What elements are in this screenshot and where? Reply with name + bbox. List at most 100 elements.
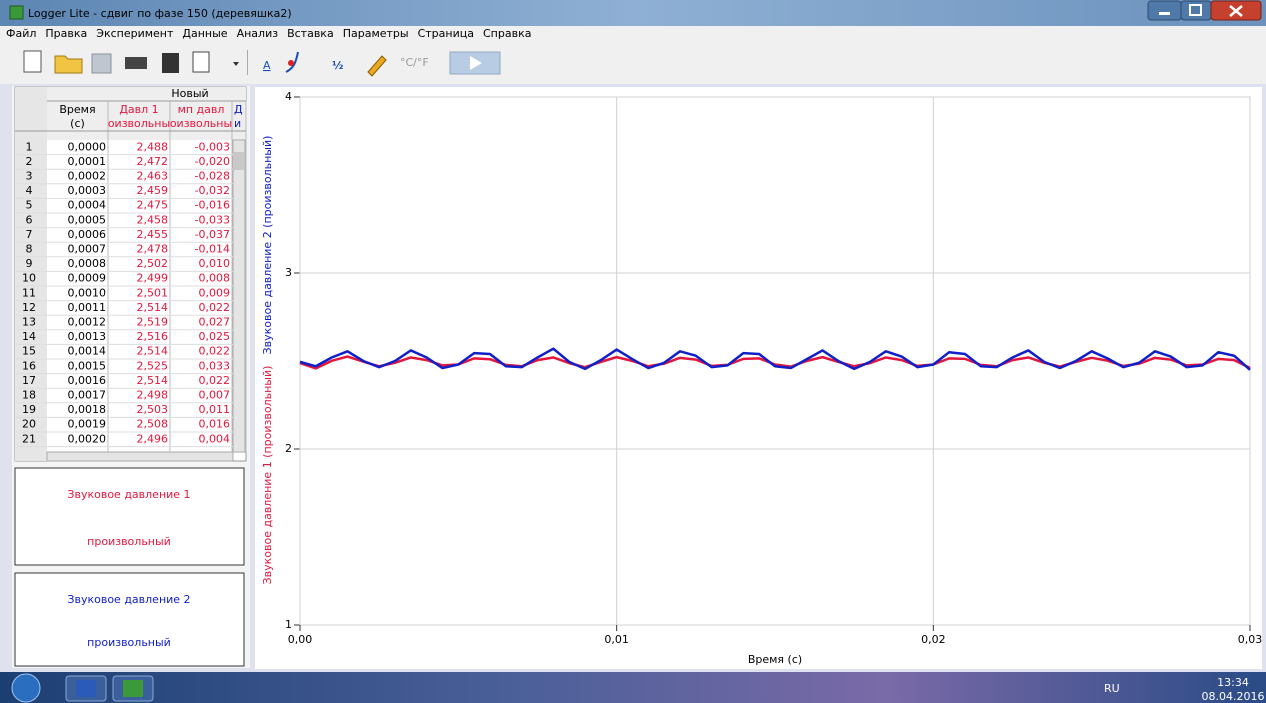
temp-icon[interactable]: °C/°F bbox=[400, 56, 429, 69]
x-tick-label: 0,00 bbox=[288, 633, 313, 646]
dropdown-icon[interactable] bbox=[233, 62, 239, 66]
half-icon[interactable]: ½ bbox=[332, 59, 343, 72]
table-cell: 0,022 bbox=[199, 374, 231, 387]
table-cell: 0,0003 bbox=[68, 184, 107, 197]
maximize-button[interactable] bbox=[1180, 0, 1212, 21]
pencil-icon[interactable] bbox=[367, 55, 387, 77]
table-cell: 2,514 bbox=[137, 301, 169, 314]
row-number: 18 bbox=[22, 389, 36, 402]
row-number: 19 bbox=[22, 403, 36, 416]
taskbar bbox=[0, 672, 1266, 703]
table-cell: 2,472 bbox=[137, 155, 169, 168]
menu-item[interactable]: Правка bbox=[45, 27, 87, 40]
export-icon[interactable] bbox=[162, 53, 179, 73]
table-cell: -0,003 bbox=[195, 140, 230, 153]
row-number: 9 bbox=[26, 257, 33, 270]
table-cell: -0,028 bbox=[195, 170, 230, 183]
row-number: 16 bbox=[22, 359, 36, 372]
y-axis-label: Звуковое давление 2 (произвольный) bbox=[261, 136, 274, 355]
menu-item[interactable]: Справка bbox=[483, 27, 531, 40]
scroll-thumb[interactable] bbox=[234, 152, 244, 170]
row-header-column bbox=[15, 87, 47, 461]
table-cell: 0,0007 bbox=[68, 243, 107, 256]
table-cell: 0,025 bbox=[199, 330, 231, 343]
table-cell: 2,503 bbox=[137, 403, 169, 416]
text-icon[interactable]: A bbox=[263, 59, 271, 72]
table-cell: 0,0020 bbox=[68, 432, 107, 445]
table-cell: 0,007 bbox=[199, 389, 231, 402]
table-cell: 0,011 bbox=[199, 403, 231, 416]
minimize-button[interactable] bbox=[1147, 0, 1182, 21]
column-header-top: Время bbox=[59, 103, 95, 116]
separator bbox=[247, 50, 248, 75]
page-icon[interactable] bbox=[192, 51, 210, 73]
horizontal-scrollbar[interactable] bbox=[46, 451, 234, 462]
vertical-scrollbar[interactable] bbox=[232, 139, 246, 453]
table-cell: 0,0004 bbox=[68, 199, 107, 212]
table-cell: 0,0010 bbox=[68, 286, 107, 299]
clock-date[interactable]: 08.04.2016 bbox=[1202, 690, 1265, 703]
table-cell: 2,514 bbox=[137, 374, 169, 387]
row-number: 14 bbox=[22, 330, 36, 343]
table-cell: 2,455 bbox=[137, 228, 169, 241]
start-button[interactable] bbox=[11, 673, 41, 703]
clock-time[interactable]: 13:34 bbox=[1217, 676, 1249, 689]
column-header-top: мп давл bbox=[178, 103, 225, 116]
table-cell: 0,0011 bbox=[68, 301, 107, 314]
menu-item[interactable]: Файл bbox=[6, 27, 36, 40]
table-cell: 2,519 bbox=[137, 316, 169, 329]
row-number: 1 bbox=[26, 140, 33, 153]
table-cell: 0,0009 bbox=[68, 272, 107, 285]
meter-unit: произвольный bbox=[87, 636, 171, 649]
table-cell: 2,488 bbox=[137, 140, 169, 153]
table-cell: -0,014 bbox=[195, 243, 230, 256]
word-icon bbox=[76, 680, 96, 697]
app-icon bbox=[9, 5, 24, 20]
menu-item[interactable]: Страница bbox=[418, 27, 474, 40]
language-indicator[interactable]: RU bbox=[1104, 682, 1120, 695]
toolbar bbox=[0, 42, 1266, 84]
menu-item[interactable]: Данные bbox=[182, 27, 227, 40]
print-icon[interactable] bbox=[125, 57, 147, 69]
save-icon[interactable] bbox=[91, 53, 112, 74]
menu-item[interactable]: Параметры bbox=[343, 27, 409, 40]
meter-1 bbox=[14, 467, 245, 566]
menu-item[interactable]: Эксперимент bbox=[96, 27, 174, 40]
table-cell: 2,501 bbox=[137, 286, 169, 299]
meter-2 bbox=[14, 572, 245, 667]
table-cell: 0,0001 bbox=[68, 155, 107, 168]
column-header-bottom: (с) bbox=[70, 117, 85, 130]
table-group-header: Новый bbox=[171, 87, 208, 100]
table-cell: 0,0016 bbox=[68, 374, 107, 387]
table-cell: 0,0013 bbox=[68, 330, 107, 343]
table-cell: 0,0006 bbox=[68, 228, 107, 241]
table-cell: 0,004 bbox=[199, 432, 231, 445]
column-header-bottom: оизвольны bbox=[108, 117, 170, 130]
open-icon[interactable] bbox=[54, 55, 83, 74]
y-tick-label: 1 bbox=[285, 618, 292, 631]
title-bar bbox=[0, 0, 1266, 26]
new-icon[interactable] bbox=[23, 50, 42, 73]
table-cell: 0,0019 bbox=[68, 418, 107, 431]
row-number: 2 bbox=[26, 155, 33, 168]
fit-icon[interactable] bbox=[285, 51, 299, 73]
table-cell: 0,0014 bbox=[68, 345, 107, 358]
minimize-icon bbox=[1159, 12, 1170, 15]
row-number: 10 bbox=[22, 272, 36, 285]
meter-label: Звуковое давление 1 bbox=[67, 488, 190, 501]
x-tick-label: 0,01 bbox=[604, 633, 629, 646]
table-cell: 0,008 bbox=[199, 272, 231, 285]
window-title: Logger Lite - сдвиг по фазе 150 (деревяш… bbox=[28, 7, 292, 20]
table-cell: 0,0015 bbox=[68, 359, 107, 372]
table-cell: 2,498 bbox=[137, 389, 169, 402]
x-axis-label: Время (с) bbox=[748, 653, 802, 666]
menu-item[interactable]: Анализ bbox=[237, 27, 279, 40]
row-number: 15 bbox=[22, 345, 36, 358]
data-line bbox=[299, 347, 1251, 371]
row-number: 5 bbox=[26, 199, 33, 212]
menu-item[interactable]: Вставка bbox=[287, 27, 334, 40]
column-header-bottom: и bbox=[234, 117, 241, 130]
table-cell: -0,037 bbox=[195, 228, 230, 241]
